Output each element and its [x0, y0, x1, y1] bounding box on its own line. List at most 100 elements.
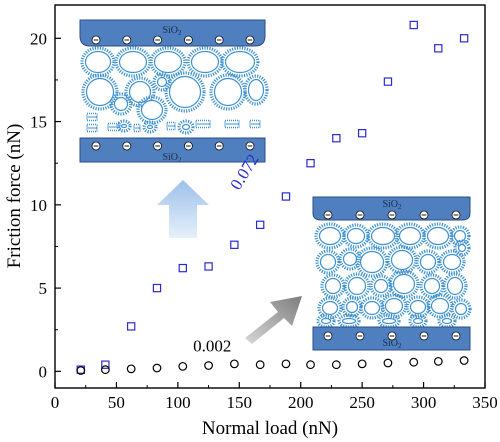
inset1-top-label: SiO2 [162, 25, 182, 37]
inset1-bottom-label: SiO2 [162, 152, 182, 164]
square-data-point [101, 360, 110, 369]
micelle-icon [142, 120, 158, 134]
x-tick-label: 0 [51, 393, 60, 412]
micelle-icon [342, 223, 370, 249]
inset2-top-charges [323, 210, 461, 220]
bilayer-icon [195, 119, 211, 129]
x-tick-label: 300 [411, 393, 437, 412]
x-tick-label: 150 [227, 393, 253, 412]
micelle-icon [315, 249, 341, 275]
bilayer-icon [249, 119, 261, 129]
slope-annotation: 0.002 [193, 336, 231, 355]
square-data-point [178, 263, 187, 273]
x-tick-label: 200 [288, 393, 314, 412]
micelle-icon [243, 74, 269, 106]
micelle-icon [415, 249, 441, 275]
data-series [76, 20, 469, 375]
square-data-point [255, 220, 265, 230]
inset1-top-charges [91, 35, 255, 45]
micelle-icon [343, 272, 371, 300]
circle-data-point [178, 361, 188, 371]
micelle-icon [422, 222, 454, 250]
circle-data-point [100, 365, 110, 375]
bilayer-icon [133, 123, 141, 133]
inset-bottom-right-schematic: SiO2 SiO2 [312, 196, 472, 351]
micelle-icon [320, 273, 346, 299]
circle-data-point [409, 357, 419, 367]
micelle-icon [220, 46, 260, 78]
inset2-top-plate [312, 196, 471, 221]
micelle-icon [81, 73, 119, 111]
bilayer-icon [86, 112, 98, 122]
micelle-icon [317, 296, 343, 320]
x-tick-label: 250 [349, 393, 375, 412]
inset1-micelles [80, 46, 269, 135]
micelle-icon [337, 313, 361, 329]
square-data-point [409, 20, 418, 30]
circle-data-point [76, 366, 86, 375]
diagonal-arrow [245, 296, 302, 344]
circle-data-point [281, 359, 291, 369]
y-tick-label: 15 [30, 113, 47, 132]
micelle-icon [426, 293, 454, 319]
bilayer-icon [86, 123, 98, 133]
micelle-icon [109, 92, 133, 116]
square-data-point [357, 129, 367, 138]
circle-data-point [152, 363, 162, 373]
circle-data-point [357, 359, 367, 369]
circle-data-point [383, 358, 393, 368]
micelle-icon [124, 76, 156, 108]
circle-data-point [331, 360, 341, 370]
micelle-icon [369, 274, 393, 298]
circle-data-point [459, 356, 469, 365]
micelle-icon [80, 46, 116, 78]
tick-labels: 0 50 100 150 200 250 300 350 0 5 10 15 20 [30, 29, 498, 412]
y-tick-label: 5 [39, 279, 48, 298]
square-data-point [152, 283, 162, 293]
micelle-icon [394, 222, 426, 250]
micelle-icon [386, 245, 418, 275]
inset-top-left-schematic: SiO2 SiO2 [79, 19, 269, 164]
micelle-icon [359, 296, 385, 320]
micelle-icon [438, 249, 466, 275]
micelle-icon [186, 46, 224, 78]
y-tick-label: 10 [30, 196, 47, 215]
axis-ticks [54, 37, 486, 388]
circle-data-point [433, 356, 443, 366]
micelle-icon [314, 222, 346, 250]
square-data-point [383, 77, 393, 86]
up-arrow [157, 180, 209, 238]
inset1-bottom-plate [79, 137, 266, 163]
square-data-point [230, 240, 239, 249]
micelle-icon [442, 272, 468, 300]
square-data-point [126, 322, 136, 331]
micelle-icon [164, 71, 206, 113]
y-tick-label: 20 [30, 29, 47, 48]
inset2-bottom-label: SiO2 [382, 338, 402, 350]
square-data-point [459, 34, 469, 43]
square-data-point [204, 262, 213, 271]
y-axis-title: Friction force (nN) [4, 124, 25, 269]
inset2-micelles [314, 222, 472, 329]
micelle-icon [450, 298, 472, 320]
micelle-icon [177, 119, 195, 135]
micelle-icon [209, 73, 247, 111]
square-data-point [306, 158, 315, 168]
square-data-point [281, 192, 291, 201]
square-data-point [332, 134, 341, 143]
micelle-icon [338, 247, 362, 271]
inset1-bottom-charges [91, 141, 255, 151]
circle-data-point [126, 364, 136, 374]
circle-data-point [255, 360, 265, 370]
micelle-icon [341, 296, 363, 318]
square-data-point [434, 44, 443, 53]
circle-data-point [204, 361, 213, 370]
x-tick-label: 50 [108, 393, 125, 412]
micelle-icon [149, 46, 187, 78]
micelle-icon [116, 119, 132, 133]
micelle-icon [114, 46, 152, 78]
micelle-icon [453, 239, 471, 257]
micelle-icon [355, 246, 389, 278]
